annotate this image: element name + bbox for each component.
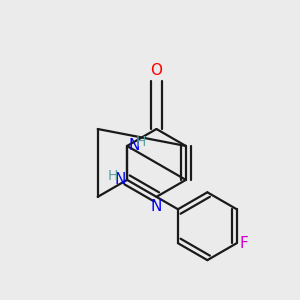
Text: F: F <box>239 236 248 251</box>
Text: N: N <box>114 172 125 188</box>
Text: N: N <box>129 139 140 154</box>
Text: H: H <box>136 135 146 149</box>
Text: N: N <box>151 200 162 214</box>
Text: O: O <box>151 63 163 78</box>
Text: H: H <box>108 169 119 183</box>
